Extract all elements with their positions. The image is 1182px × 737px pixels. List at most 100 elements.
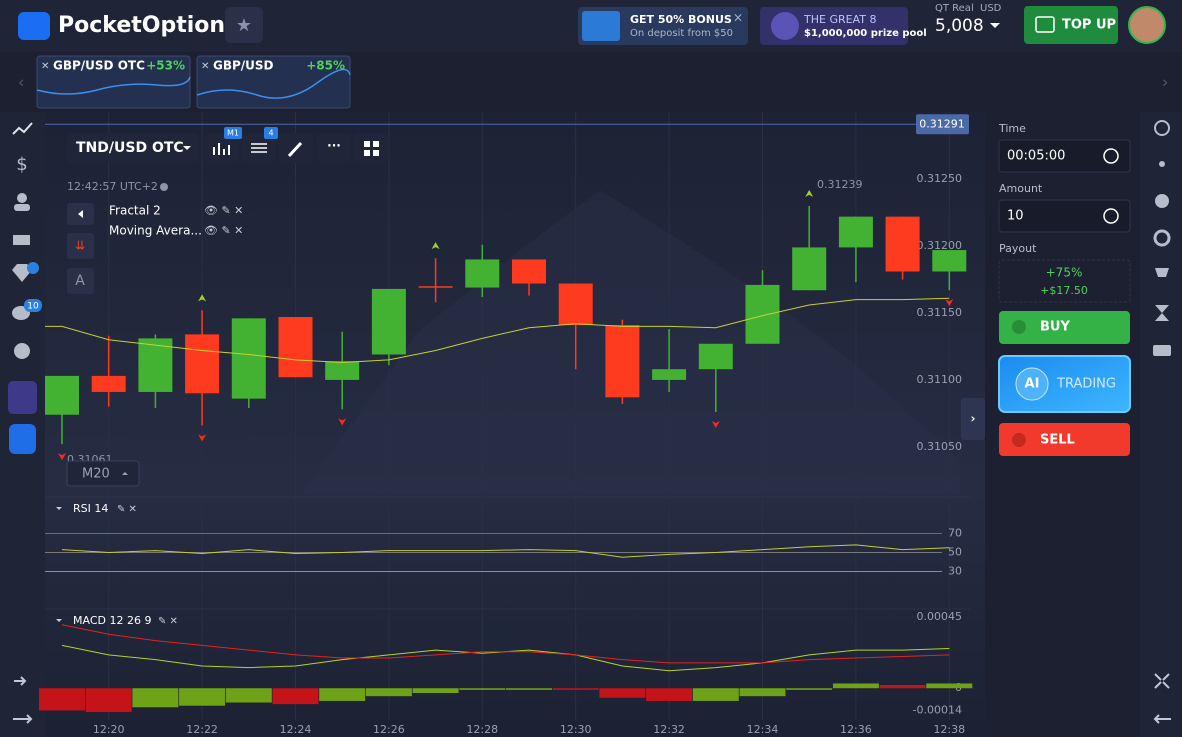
signals-icon[interactable]: [1159, 161, 1165, 167]
timeframe-badge-label: M1: [227, 129, 239, 138]
fractal-up: [198, 294, 207, 302]
layout-icon: [364, 141, 379, 156]
candle-body: [278, 317, 313, 378]
macd-controls[interactable]: ✎ ✕: [158, 616, 178, 627]
macd-histogram-bar: [552, 688, 599, 690]
keyboard-icon[interactable]: [1153, 345, 1171, 356]
user-icon[interactable]: [17, 193, 27, 203]
logout-icon[interactable]: [14, 676, 27, 686]
tournament-icon[interactable]: [1153, 229, 1171, 247]
y-tick-label: 0.31050: [917, 440, 963, 453]
rsi-tick-label: 50: [948, 546, 962, 559]
indicator-name: Fractal 2: [109, 204, 161, 218]
signal-button[interactable]: [67, 233, 94, 259]
timeframe-badge: [224, 127, 242, 139]
macd-histogram-bar: [739, 688, 786, 697]
promo-banner[interactable]: [760, 7, 908, 45]
fullscreen-icon[interactable]: [1154, 673, 1170, 689]
panel-toggle[interactable]: [961, 398, 985, 440]
fractal-up: [431, 242, 440, 250]
time-value: 00:05:00: [1007, 149, 1065, 164]
expand-icon[interactable]: [13, 714, 33, 724]
candle-body: [605, 325, 640, 398]
macd-histogram-bar: [225, 688, 272, 703]
fractal-up: [805, 189, 814, 197]
macd-histogram-bar: [132, 688, 179, 708]
candle-body: [45, 375, 79, 415]
chart-type-button[interactable]: [205, 133, 239, 163]
layout-button[interactable]: [354, 133, 388, 163]
star-icon: ★: [236, 15, 252, 36]
settings-icon[interactable]: [160, 183, 168, 191]
macd-histogram-bar: [85, 688, 132, 713]
sell-button[interactable]: [999, 423, 1130, 456]
timeframe-selector[interactable]: [66, 460, 140, 487]
candle-body: [418, 286, 453, 288]
collapse-icon: [78, 210, 83, 218]
candle-body: [465, 259, 500, 288]
favorite-button[interactable]: [225, 7, 263, 43]
hourglass-icon[interactable]: [1155, 305, 1169, 321]
asset-name: TND/USD OTC: [76, 140, 184, 156]
bonus-banner[interactable]: [578, 7, 748, 45]
asset-selector[interactable]: [67, 133, 199, 163]
ai-label: TRADING: [1056, 377, 1116, 392]
top-up-button[interactable]: [1024, 6, 1118, 44]
more-icon: ···: [327, 139, 341, 153]
chart-icon[interactable]: [12, 122, 33, 135]
fractal-down: [711, 421, 720, 429]
amount-input[interactable]: [998, 199, 1131, 233]
tab-name: GBP/USD OTC: [53, 59, 145, 73]
macd-title: MACD 12 26 9: [73, 614, 151, 627]
more-button[interactable]: [317, 133, 351, 163]
timeframe: M20: [82, 467, 110, 482]
buy-button[interactable]: [999, 311, 1130, 344]
tabs-left-arrow[interactable]: ‹: [18, 73, 24, 92]
close-icon[interactable]: ×: [733, 11, 743, 25]
indicator-controls[interactable]: 👁 ✎ ✕: [204, 204, 243, 217]
candle-body: [138, 338, 173, 392]
tab-change: +53%: [146, 59, 185, 73]
indicator-controls[interactable]: 👁 ✎ ✕: [204, 224, 243, 237]
macd-histogram-bar: [506, 688, 552, 690]
diamond-icon[interactable]: [12, 264, 32, 282]
tab-close: ✕: [201, 61, 209, 72]
collapse-right-icon[interactable]: [1153, 714, 1171, 724]
bonus-icon: [582, 11, 620, 41]
chat-badge: [24, 299, 42, 312]
timeframe-icon: [122, 472, 128, 475]
asset-tab[interactable]: [36, 55, 191, 109]
high-label: 0.31239: [817, 178, 863, 191]
social-icon[interactable]: [1155, 194, 1169, 208]
candle-body: [185, 334, 220, 394]
sell-label: SELL: [1040, 433, 1075, 448]
dropdown-icon: [990, 23, 1000, 28]
avatar[interactable]: [1128, 6, 1166, 44]
app-shortcut[interactable]: [9, 424, 36, 454]
candle-body: [558, 283, 593, 326]
candle-body: [792, 247, 827, 291]
candle-body: [652, 369, 687, 380]
fractal-down: [58, 453, 66, 461]
asset-dropdown-icon: [183, 146, 191, 150]
x-tick-label: 12:20: [93, 723, 125, 736]
trophy-icon[interactable]: [1155, 268, 1169, 277]
help-icon[interactable]: [14, 343, 30, 359]
history-icon[interactable]: [1154, 120, 1170, 136]
time-input[interactable]: [998, 139, 1131, 173]
cart-icon[interactable]: [13, 235, 30, 245]
indicator-name: Moving Avera...: [109, 224, 202, 238]
tabs-right-arrow[interactable]: ›: [1162, 73, 1168, 92]
rsi-controls[interactable]: ✎ ✕: [117, 504, 137, 515]
rsi-line: [61, 544, 950, 558]
asset-tab[interactable]: [196, 55, 351, 109]
font-button[interactable]: [67, 268, 94, 294]
currency-icon: [1103, 208, 1119, 224]
payout-amount: +$17.50: [1040, 284, 1088, 297]
macd-histogram-bar: [832, 683, 879, 689]
payout-box: [998, 259, 1131, 303]
money-icon[interactable]: $: [16, 154, 27, 175]
promo-shortcut[interactable]: [8, 381, 37, 414]
y-tick-label: 0.31150: [917, 306, 963, 319]
